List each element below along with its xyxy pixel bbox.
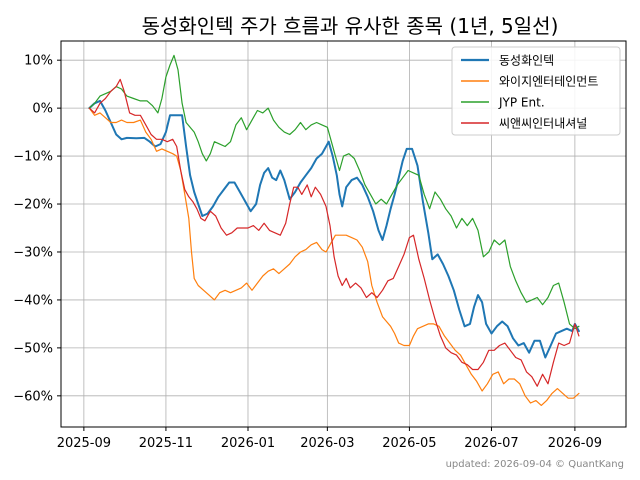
y-tick-label: −10% <box>13 150 53 165</box>
series-line-2 <box>88 107 580 406</box>
y-tick-label: −50% <box>13 341 53 356</box>
x-tick-label: 2026-05 <box>382 436 436 451</box>
y-tick-label: −60% <box>13 389 53 404</box>
series-line-1 <box>88 99 580 359</box>
y-tick-label: 0% <box>32 102 53 117</box>
legend-box <box>451 46 621 136</box>
x-tick-label: 2026-01 <box>221 436 275 451</box>
y-tick-label: −30% <box>13 245 53 260</box>
y-tick-label: −20% <box>13 198 53 213</box>
series-lines <box>88 54 580 406</box>
x-tick-label: 2026-09 <box>548 436 602 451</box>
x-tick-label: 2025-11 <box>139 436 193 451</box>
series-line-3 <box>88 54 580 330</box>
y-tick-label: −40% <box>13 293 53 308</box>
legend-label: 씨앤씨인터내셔널 <box>499 117 587 131</box>
y-tick-label: 10% <box>24 54 53 69</box>
x-tick-label: 2025-09 <box>57 436 111 451</box>
series-line-4 <box>88 78 580 387</box>
footnote: updated: 2026-09-04 © QuantKang <box>446 459 624 470</box>
x-tick-label: 2026-03 <box>300 436 354 451</box>
x-tick-label: 2026-07 <box>464 436 518 451</box>
chart-title: 동성화인텍 주가 흐름과 유사한 종목 (1년, 5일선) <box>142 14 559 38</box>
legend-label: 동성화인텍 <box>499 54 554 68</box>
legend-label: 와이지엔터테인먼트 <box>499 75 598 89</box>
axes: 10% 0% −10% −20% −30% −40% −50% −60% 2025-09 2025… <box>13 54 602 451</box>
legend-label: JYP Ent. <box>498 96 545 110</box>
plot-frame <box>60 40 627 428</box>
